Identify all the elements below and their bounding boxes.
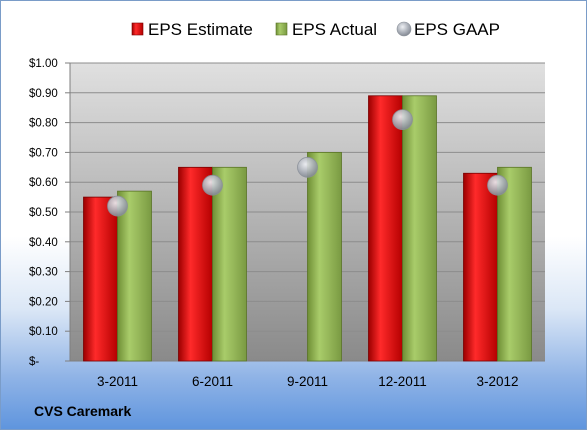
legend-swatch — [275, 22, 288, 36]
marker-eps-gaap — [107, 195, 128, 217]
y-tick-label: $0.80 — [29, 118, 58, 130]
bar-eps-actual — [117, 190, 152, 362]
legend: EPS Estimate EPS Actual EPS GAAP — [131, 20, 500, 39]
y-tick-label: $0.40 — [29, 237, 58, 249]
bar-eps-actual — [402, 95, 437, 362]
bar-eps-actual — [307, 151, 342, 362]
legend-swatch — [131, 22, 144, 36]
legend-label: EPS Estimate — [148, 20, 253, 39]
x-tick-label: 3-2012 — [476, 374, 518, 389]
company-name: CVS Caremark — [34, 403, 132, 419]
bar-eps-estimate — [83, 196, 118, 362]
y-tick-label: $0.60 — [29, 177, 58, 189]
legend-label: EPS GAAP — [414, 20, 500, 39]
x-tick-label: 6-2011 — [192, 374, 233, 389]
marker-eps-gaap — [487, 174, 508, 196]
y-tick-label: $0.20 — [29, 296, 58, 308]
plot-area: $- $0.10 $0.20 $0.30 $0.40 $0.50 $0.60 $0.70 $0.… — [29, 58, 545, 389]
bar-eps-estimate — [178, 166, 213, 362]
y-tick-label: $0.30 — [29, 267, 58, 279]
bar-eps-estimate — [463, 172, 498, 362]
legend-swatch — [396, 21, 412, 37]
marker-eps-gaap — [392, 109, 413, 131]
y-tick-label: $0.50 — [29, 207, 58, 219]
y-tick-label: $1.00 — [29, 58, 58, 70]
bar-eps-actual — [212, 166, 247, 362]
bar-eps-estimate — [368, 95, 403, 362]
x-tick-label: 12-2011 — [378, 374, 427, 389]
y-tick-label: $- — [29, 356, 39, 368]
legend-label: EPS Actual — [292, 20, 377, 39]
marker-eps-gaap — [202, 174, 223, 196]
y-tick-label: $0.90 — [29, 88, 58, 100]
bar-eps-actual — [497, 166, 532, 362]
marker-eps-gaap — [297, 156, 318, 178]
x-tick-label: 9-2011 — [287, 374, 328, 389]
x-tick-label: 3-2011 — [97, 374, 138, 389]
y-tick-label: $0.70 — [29, 147, 58, 159]
y-tick-label: $0.10 — [29, 326, 58, 338]
